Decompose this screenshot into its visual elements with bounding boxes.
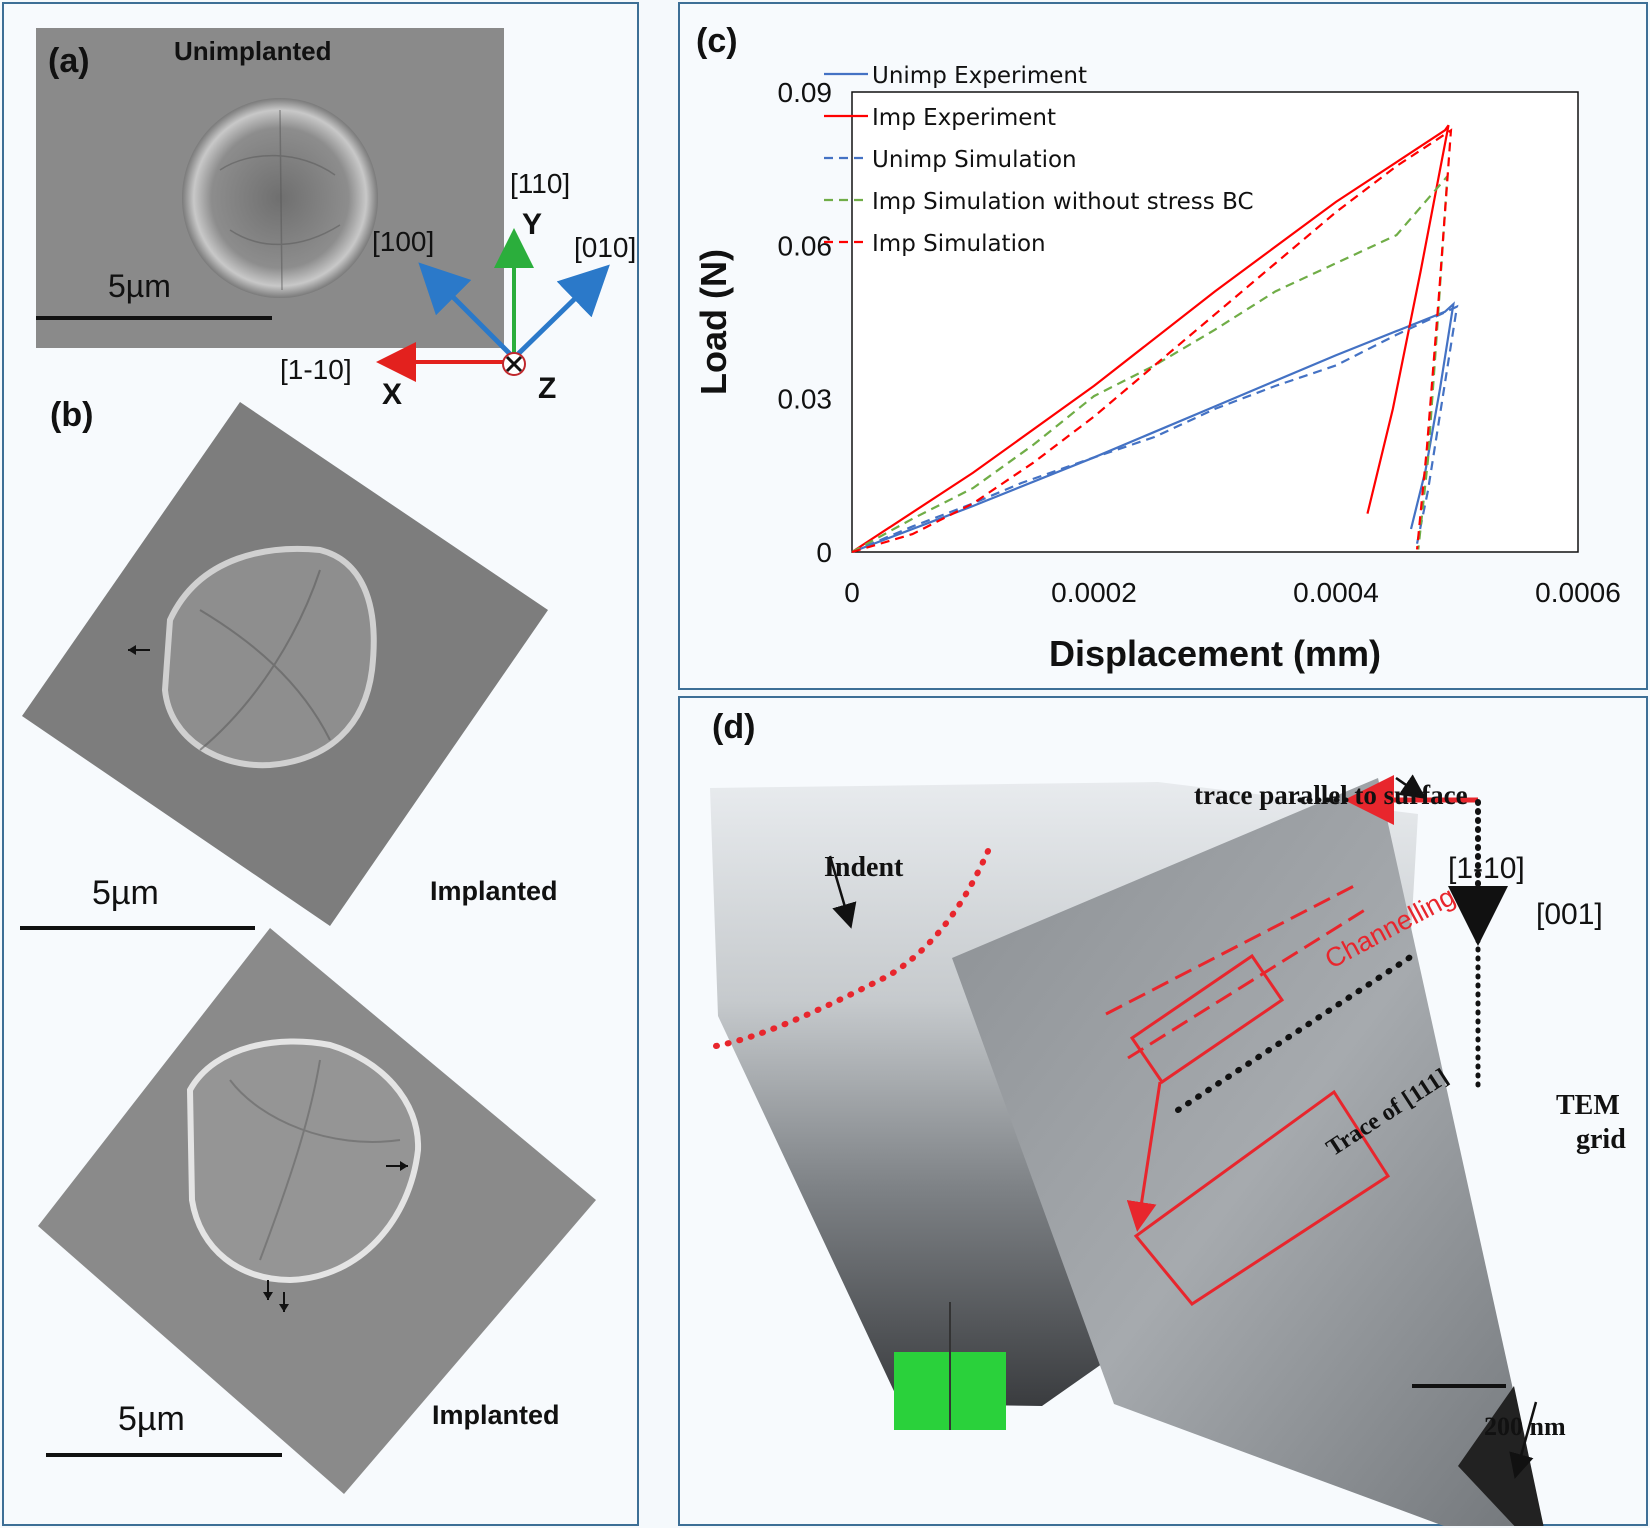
y-tick-label: 0.03 <box>778 384 833 415</box>
channel-box-large <box>1133 1089 1391 1306</box>
tem-grid-arrow <box>1509 1401 1538 1479</box>
axis-label-110: [110] <box>510 168 571 199</box>
axis-label-z: Z <box>538 372 557 405</box>
x-tick-label: 0.0004 <box>1293 577 1379 608</box>
tem-image-front <box>952 778 1544 1526</box>
tem-grid-label-2: grid <box>1576 1124 1626 1155</box>
legend-label-1: Imp Experiment <box>872 105 1056 131</box>
legend-label-4: Imp Simulation <box>872 231 1046 257</box>
axis-label-1-10: [1-10] <box>280 354 352 385</box>
legend-label-2: Unimp Simulation <box>872 147 1077 173</box>
panel-b <box>20 402 596 1494</box>
panel-b-bottom-caption: Implanted <box>432 1400 560 1430</box>
tem-image-front-edge <box>1458 1386 1544 1526</box>
x-tick-label: 0.0002 <box>1051 577 1137 608</box>
load-displacement-chart: 0 0.0002 0.0004 0.0006 0 0.03 0.06 0.09 Unimp E… <box>693 63 1621 674</box>
panel-d-label: (d) <box>712 708 756 746</box>
x-tick-label: 0 <box>844 577 860 608</box>
panel-a-caption: Unimplanted <box>174 36 332 66</box>
axis-label-100: [100] <box>372 226 435 257</box>
axis-label-x: X <box>382 378 403 411</box>
panel-c-label: (c) <box>696 22 738 60</box>
y-tick-label: 0.06 <box>778 230 833 261</box>
dir-1-10-label: [1-10] <box>1448 852 1525 885</box>
surface-trace-label: trace parallel to surface <box>1194 780 1468 810</box>
panel-a-scale-label: 5µm <box>108 268 171 304</box>
series-line-2 <box>851 304 1459 554</box>
x-axis-label: Displacement (mm) <box>1049 633 1381 674</box>
indent-label: Indent <box>824 852 904 883</box>
panel-b-bottom-scale-label: 5µm <box>118 1400 185 1438</box>
magnify-arrow <box>1126 1081 1162 1232</box>
trace-111-line <box>1175 949 1421 1113</box>
panel-b-top-scale-label: 5µm <box>92 874 159 912</box>
surface-label-arrow <box>1395 774 1427 799</box>
indent-trace <box>713 848 991 1049</box>
series-line-1 <box>851 124 1450 553</box>
diag-left-arrow <box>418 262 516 360</box>
x-tick-label: 0.0006 <box>1535 577 1621 608</box>
scale-bar-d-label: 200 nm <box>1484 1412 1566 1441</box>
series-line-0 <box>851 301 1455 554</box>
legend-label-0: Unimp Experiment <box>872 63 1087 89</box>
tem-grid-label-1: TEM <box>1556 1090 1620 1121</box>
y-tick-label: 0.09 <box>778 77 833 108</box>
series-line-4 <box>851 128 1453 554</box>
panel-d <box>710 774 1544 1526</box>
indent-arrow <box>828 855 857 929</box>
indent-imprint-top <box>161 545 377 769</box>
axis-label-y: Y <box>522 208 543 241</box>
diag-right-arrow <box>512 264 610 360</box>
y-tick-label: 0 <box>816 537 832 568</box>
plot-area <box>851 91 1579 553</box>
axis-label-010: [010] <box>574 232 637 263</box>
panel-b-top-caption: Implanted <box>430 876 558 906</box>
panel-b-label: (b) <box>50 396 94 434</box>
indent-imprint-bottom <box>186 1038 422 1284</box>
dir-001-label: [001] <box>1536 898 1603 931</box>
channel-box-small <box>1129 953 1285 1085</box>
panel-a-label: (a) <box>48 42 90 80</box>
y-axis-label: Load (N) <box>693 249 734 395</box>
legend-label-3: Imp Simulation without stress BC <box>872 189 1254 215</box>
indent-imprint <box>182 98 378 298</box>
panel-a <box>36 28 610 382</box>
